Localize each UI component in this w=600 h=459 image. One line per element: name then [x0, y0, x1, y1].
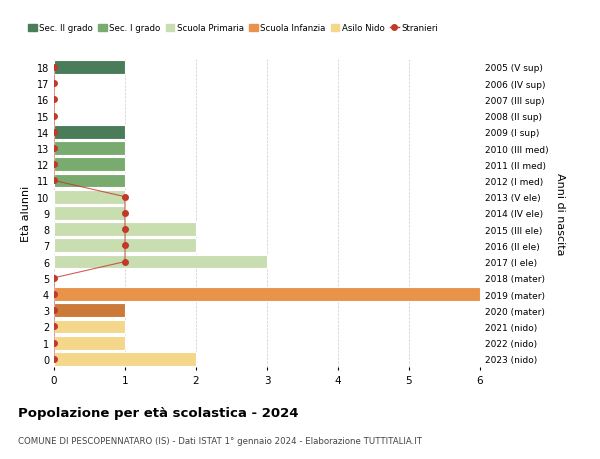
Point: [49, 355, 59, 363]
Text: COMUNE DI PESCOPENNATARO (IS) - Dati ISTAT 1° gennaio 2024 - Elaborazione TUTTIT: COMUNE DI PESCOPENNATARO (IS) - Dati IST…: [18, 436, 422, 445]
Bar: [54, 190, 125, 204]
Legend: Sec. II grado, Sec. I grado, Scuola Primaria, Scuola Infanzia, Asilo Nido, Stran: Sec. II grado, Sec. I grado, Scuola Prim…: [25, 21, 442, 37]
Bar: [54, 158, 125, 172]
Bar: [54, 352, 196, 366]
Point: [120, 258, 130, 266]
Bar: [54, 239, 196, 253]
Point: [49, 145, 59, 152]
Bar: [54, 142, 125, 156]
Y-axis label: Età alunni: Età alunni: [21, 185, 31, 241]
Point: [49, 96, 59, 104]
Bar: [54, 207, 125, 220]
Point: [120, 210, 130, 217]
Bar: [54, 255, 267, 269]
Bar: [54, 336, 125, 350]
Point: [120, 194, 130, 201]
Text: Popolazione per età scolastica - 2024: Popolazione per età scolastica - 2024: [18, 406, 299, 419]
Y-axis label: Anni di nascita: Anni di nascita: [555, 172, 565, 255]
Point: [49, 274, 59, 282]
Bar: [54, 320, 125, 334]
Point: [49, 161, 59, 168]
Bar: [54, 287, 480, 301]
Point: [120, 242, 130, 250]
Bar: [54, 61, 125, 75]
Bar: [54, 126, 125, 140]
Bar: [54, 223, 196, 236]
Bar: [54, 304, 125, 318]
Point: [120, 226, 130, 233]
Bar: [54, 174, 125, 188]
Point: [49, 307, 59, 314]
Point: [49, 177, 59, 185]
Point: [49, 339, 59, 347]
Point: [49, 291, 59, 298]
Point: [49, 80, 59, 88]
Point: [49, 64, 59, 72]
Point: [49, 129, 59, 136]
Point: [49, 112, 59, 120]
Point: [49, 323, 59, 330]
